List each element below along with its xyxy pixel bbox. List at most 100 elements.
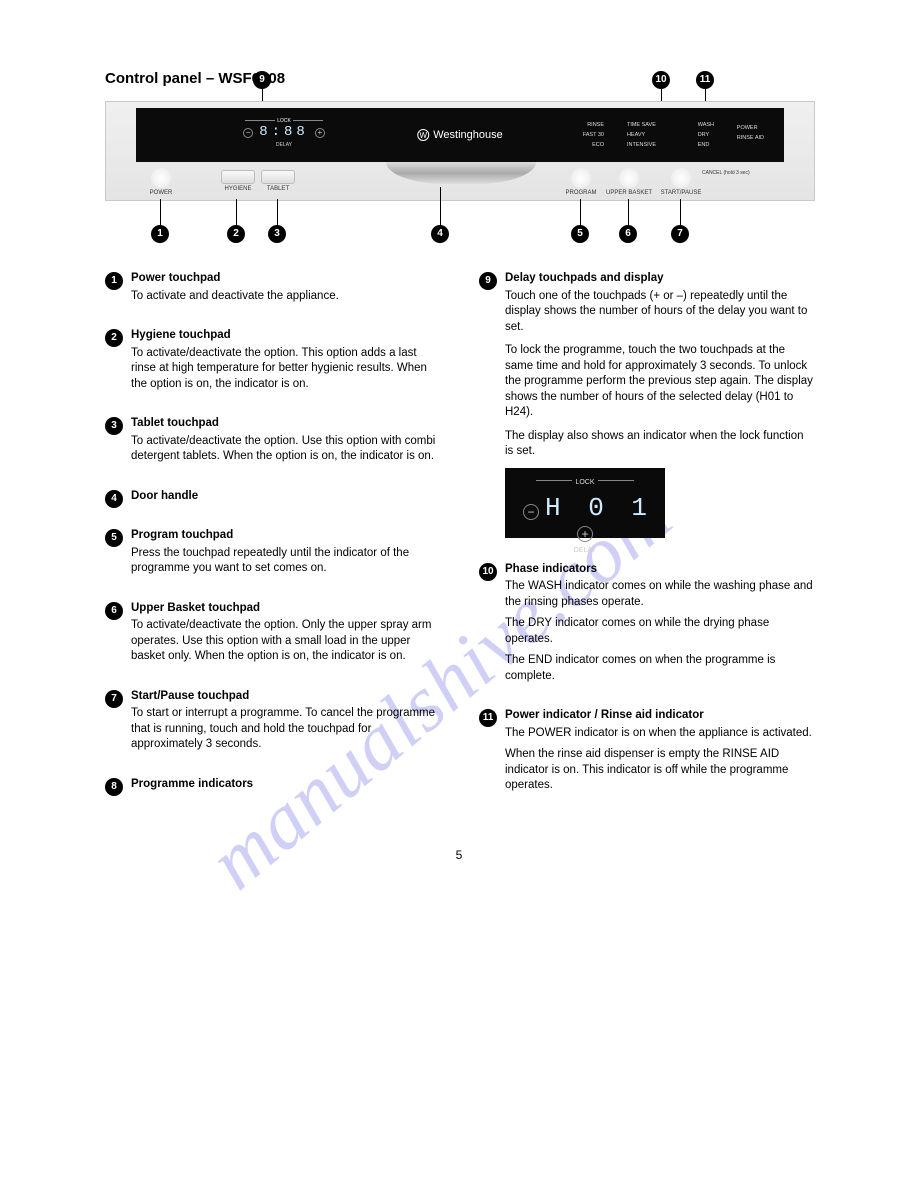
right-column: 9 Delay touchpads and display Touch one …: [479, 271, 813, 818]
item-body: The WASH indicator comes on while the wa…: [505, 579, 813, 610]
item-body: To activate and deactivate the appliance…: [131, 289, 439, 305]
callout-5: 5: [571, 225, 589, 243]
delay-label: DELAY: [232, 142, 336, 148]
item-heading: Start/Pause touchpad: [131, 689, 439, 705]
item-7: 7 Start/Pause touchpad To start or inter…: [105, 689, 439, 753]
tablet-pad: [261, 170, 295, 184]
lock-label: LOCK: [575, 479, 594, 486]
item-body: Press the touchpad repeatedly until the …: [131, 546, 439, 577]
callout-line: [236, 199, 237, 225]
item-9: 9 Delay touchpads and display Touch one …: [479, 271, 813, 538]
seg-display: 8:88: [259, 124, 309, 140]
left-column: 1 Power touchpad To activate and deactiv…: [105, 271, 439, 818]
start-pause-button: [671, 168, 691, 188]
item-heading: Power indicator / Rinse aid indicator: [505, 708, 813, 724]
brand-logo: WWestinghouse: [417, 129, 503, 141]
callout-11: 11: [696, 71, 714, 89]
upper-basket-button: [619, 168, 639, 188]
prog-ind-right: TIME SAVE HEAVY INTENSIVE: [627, 120, 656, 150]
numdot: 10: [479, 563, 497, 581]
item-1: 1 Power touchpad To activate and deactiv…: [105, 271, 439, 304]
item-heading: Delay touchpads and display: [505, 271, 813, 287]
program-label: PROGRAM: [561, 190, 601, 196]
numdot: 11: [479, 709, 497, 727]
item-6: 6 Upper Basket touchpad To activate/deac…: [105, 601, 439, 665]
numdot: 8: [105, 778, 123, 796]
item-body: To activate/deactivate the option. Use t…: [131, 434, 439, 465]
numdot: 7: [105, 690, 123, 708]
minus-icon: −: [523, 504, 539, 520]
minus-icon: −: [243, 128, 253, 138]
item-heading: Upper Basket touchpad: [131, 601, 439, 617]
item-3: 3 Tablet touchpad To activate/deactivate…: [105, 416, 439, 465]
item-heading: Door handle: [131, 489, 439, 505]
item-body: To activate/deactivate the option. Only …: [131, 618, 439, 665]
callout-line: [580, 199, 581, 225]
item-2: 2 Hygiene touchpad To activate/deactivat…: [105, 328, 439, 392]
power-label: POWER: [146, 190, 176, 196]
item-heading: Hygiene touchpad: [131, 328, 439, 344]
callout-line: [160, 199, 161, 225]
control-panel: 9 10 11 LOCK −8:88+ DELAY WWestinghouse …: [105, 101, 815, 201]
callout-6: 6: [619, 225, 637, 243]
item-4: 4 Door handle: [105, 489, 439, 505]
item-body: The display also shows an indicator when…: [505, 429, 813, 460]
tablet-label: TABLET: [260, 186, 296, 192]
delay-example-image: LOCK −H 0 1+ DELAY: [505, 468, 665, 538]
callout-3: 3: [268, 225, 286, 243]
status-ind: POWER RINSE AID: [737, 123, 764, 143]
prog-ind-left: RINSE FAST 30 ECO: [583, 120, 604, 150]
item-body: The DRY indicator comes on while the dry…: [505, 616, 813, 647]
program-button: [571, 168, 591, 188]
delay-label: DELAY: [505, 546, 665, 555]
numdot: 4: [105, 490, 123, 508]
item-body: When the rinse aid dispenser is empty th…: [505, 747, 813, 794]
item-11: 11 Power indicator / Rinse aid indicator…: [479, 708, 813, 794]
callout-2: 2: [227, 225, 245, 243]
item-8: 8 Programme indicators: [105, 777, 439, 793]
callout-1: 1: [151, 225, 169, 243]
plus-icon: +: [315, 128, 325, 138]
callout-line: [277, 199, 278, 225]
panel-outer: LOCK −8:88+ DELAY WWestinghouse RINSE FA…: [105, 101, 815, 201]
hygiene-label: HYGIENE: [218, 186, 258, 192]
page-number: 5: [105, 848, 813, 862]
page: Control panel – WSF6608 9 10 11 LOCK −8:…: [0, 0, 918, 902]
numdot: 2: [105, 329, 123, 347]
phase-ind: WASH DRY END: [698, 120, 714, 150]
item-body: The END indicator comes on when the prog…: [505, 653, 813, 684]
start-pause-label: START/PAUSE: [658, 190, 704, 196]
callout-7: 7: [671, 225, 689, 243]
upper-basket-label: UPPER BASKET: [604, 190, 654, 196]
item-body: To start or interrupt a programme. To ca…: [131, 706, 439, 753]
item-heading: Phase indicators: [505, 562, 813, 578]
power-button: [151, 168, 171, 188]
callout-4: 4: [431, 225, 449, 243]
callout-9: 9: [253, 71, 271, 89]
panel-black: LOCK −8:88+ DELAY WWestinghouse RINSE FA…: [136, 108, 784, 162]
item-heading: Programme indicators: [131, 777, 439, 793]
callout-line: [440, 187, 441, 225]
item-body: Touch one of the touchpads (+ or –) repe…: [505, 289, 813, 336]
plus-icon: +: [577, 526, 593, 542]
callout-line: [628, 199, 629, 225]
item-heading: Program touchpad: [131, 528, 439, 544]
cancel-label: CANCEL (hold 3 sec): [702, 170, 758, 176]
door-handle: [386, 162, 536, 184]
callout-line: [680, 199, 681, 225]
item-body: To lock the programme, touch the two tou…: [505, 343, 813, 421]
item-body: To activate/deactivate the option. This …: [131, 346, 439, 393]
hygiene-pad: [221, 170, 255, 184]
numdot: 3: [105, 417, 123, 435]
item-5: 5 Program touchpad Press the touchpad re…: [105, 528, 439, 577]
item-heading: Tablet touchpad: [131, 416, 439, 432]
item-10: 10 Phase indicators The WASH indicator c…: [479, 562, 813, 685]
content-columns: 1 Power touchpad To activate and deactiv…: [105, 271, 813, 818]
item-body: The POWER indicator is on when the appli…: [505, 726, 813, 742]
seg-display: H 0 1: [545, 493, 653, 523]
numdot: 6: [105, 602, 123, 620]
numdot: 5: [105, 529, 123, 547]
numdot: 1: [105, 272, 123, 290]
callout-10: 10: [652, 71, 670, 89]
delay-display: LOCK −8:88+ DELAY: [232, 118, 336, 152]
